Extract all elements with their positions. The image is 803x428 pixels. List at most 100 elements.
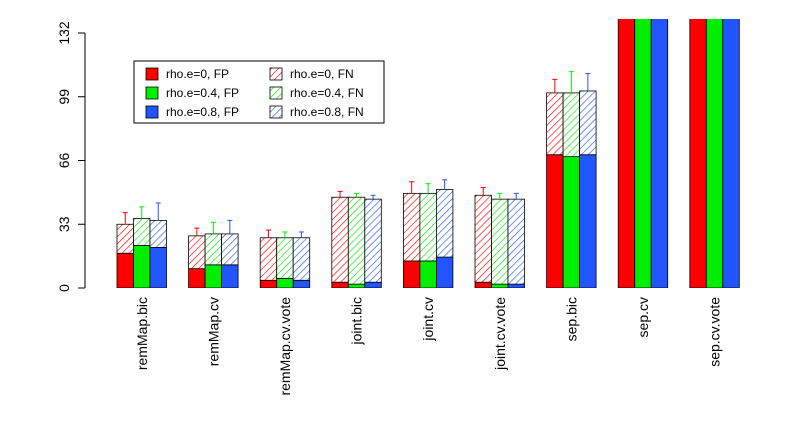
bar-fp-remMap.bic-rho.e=0.8 (149, 247, 167, 288)
x-tick-label: sep.cv (635, 297, 651, 337)
bar-fp-sep.bic-rho.e=0 (546, 154, 564, 288)
bar-fn-joint.cv-rho.e=0.4 (419, 192, 437, 262)
bar-fn-sep.bic-rho.e=0 (546, 92, 564, 156)
bar-fn-joint.cv-rho.e=0 (402, 192, 421, 262)
errorbar-sep.bic-rho.e=0.8 (585, 73, 591, 91)
bar-fn-remMap.cv.vote-rho.e=0.8 (292, 237, 311, 281)
bar-fp-remMap.bic-rho.e=0.4 (133, 245, 151, 288)
bar-fn-remMap.cv.vote-rho.e=0.4 (276, 237, 294, 279)
bar-fp-joint.cv-rho.e=0.8 (435, 256, 454, 288)
errorbar-remMap.cv-rho.e=0.8 (227, 219, 233, 234)
legend-swatch (145, 67, 159, 81)
errorbar-joint.bic-rho.e=0 (337, 190, 343, 198)
errorbar-joint.cv.vote-rho.e=0 (480, 187, 486, 196)
errorbar-joint.bic-rho.e=0.4 (354, 192, 360, 198)
bar-fp-remMap.cv-rho.e=0 (188, 268, 206, 288)
bar-fp-remMap.cv-rho.e=0.8 (221, 264, 239, 288)
legend-box (133, 60, 385, 124)
legend-swatch (269, 105, 283, 119)
errorbar-joint.cv.vote-rho.e=0.4 (497, 192, 503, 200)
errorbar-sep.bic-rho.e=0 (552, 78, 558, 93)
bar-fp-sep.bic-rho.e=0.4 (562, 156, 580, 288)
x-axis: remMap.bic remMap.cv remMap.cv.vote joint.b… (134, 297, 723, 396)
errorbar-joint.cv-rho.e=0 (409, 181, 415, 194)
bar-fp-joint.cv.vote-rho.e=0.4 (491, 283, 509, 288)
bar-fp-sep.cv.vote-rho.e=0 (689, 19, 707, 288)
errorbar-remMap.cv.vote-rho.e=0 (265, 229, 271, 238)
bar-fp-remMap.cv.vote-rho.e=0.4 (276, 277, 294, 288)
bar-fp-joint.cv-rho.e=0.4 (419, 260, 437, 288)
legend-swatch (145, 86, 159, 100)
errorbar-joint.cv-rho.e=0.8 (442, 179, 448, 190)
bar-fp-remMap.bic-rho.e=0 (116, 252, 134, 288)
bar-fn-joint.cv-rho.e=0.8 (435, 189, 454, 258)
errorbar-remMap.bic-rho.e=0.8 (155, 202, 161, 221)
legend-swatch (269, 67, 283, 81)
legend-label: rho.e=0.4, FP (166, 86, 239, 100)
errorbar-remMap.bic-rho.e=0.4 (139, 206, 145, 219)
y-tick-label: 66 (56, 153, 72, 169)
bar-fp-remMap.cv.vote-rho.e=0.8 (292, 279, 311, 288)
bar-fn-sep.bic-rho.e=0.4 (562, 92, 580, 158)
y-tick-label: 33 (56, 216, 72, 232)
bar-fn-remMap.bic-rho.e=0.8 (149, 219, 167, 248)
bar-fn-remMap.cv.vote-rho.e=0 (259, 237, 278, 281)
bar-fn-remMap.cv-rho.e=0 (188, 235, 206, 270)
errorbar-joint.bic-rho.e=0.8 (370, 194, 376, 200)
bar-fp-remMap.cv-rho.e=0.4 (204, 264, 223, 288)
errorbar-remMap.bic-rho.e=0 (122, 212, 128, 225)
bar-fp-joint.bic-rho.e=0 (331, 281, 349, 288)
x-tick-label: joint.cv.vote (492, 297, 508, 371)
bar-fp-joint.cv.vote-rho.e=0 (474, 281, 492, 288)
bars-layer (116, 19, 740, 288)
legend-label: rho.e=0, FP (166, 67, 229, 81)
bar-fn-joint.bic-rho.e=0.8 (364, 198, 382, 283)
x-tick-label: sep.cv.vote (707, 297, 723, 367)
bar-fn-remMap.cv-rho.e=0.4 (204, 233, 223, 266)
bar-fp-sep.cv-rho.e=0.8 (650, 19, 669, 288)
bar-fn-sep.bic-rho.e=0.8 (579, 90, 597, 156)
x-tick-label: joint.bic (349, 297, 365, 345)
bar-fp-sep.cv.vote-rho.e=0.8 (722, 19, 740, 288)
bar-fp-sep.cv-rho.e=0.4 (634, 19, 652, 288)
errorbar-joint.cv-rho.e=0.4 (425, 183, 431, 194)
bar-fp-sep.cv-rho.e=0 (617, 19, 636, 288)
x-tick-label: sep.bic (563, 297, 579, 341)
bar-fp-sep.bic-rho.e=0.8 (579, 154, 597, 288)
y-axis: 0 33 66 99 132 (56, 21, 86, 292)
bar-fn-joint.cv.vote-rho.e=0.8 (507, 198, 525, 285)
bar-fn-joint.cv.vote-rho.e=0 (474, 194, 492, 283)
legend-label: rho.e=0.8, FN (290, 105, 364, 119)
y-tick-label: 132 (56, 21, 72, 45)
y-tick-label: 0 (56, 284, 72, 292)
errorbar-sep.bic-rho.e=0.4 (568, 71, 574, 93)
bar-fn-joint.bic-rho.e=0 (331, 196, 349, 283)
errorbar-remMap.cv-rho.e=0.4 (210, 221, 216, 234)
bar-fp-sep.cv.vote-rho.e=0.4 (705, 19, 724, 288)
x-tick-label: remMap.bic (134, 297, 150, 370)
bar-fp-remMap.cv.vote-rho.e=0 (259, 279, 278, 288)
legend-swatch (269, 86, 283, 100)
errorbar-joint.cv.vote-rho.e=0.8 (513, 192, 519, 200)
x-tick-label: remMap.cv.vote (277, 297, 293, 396)
legend-label: rho.e=0.8, FP (166, 105, 239, 119)
bar-fn-joint.bic-rho.e=0.4 (347, 196, 366, 285)
x-tick-label: remMap.cv (205, 297, 221, 366)
errorbar-remMap.cv.vote-rho.e=0.4 (282, 231, 288, 238)
bar-fn-joint.cv.vote-rho.e=0.4 (491, 198, 509, 285)
x-tick-label: joint.cv (420, 297, 436, 342)
bar-fn-remMap.bic-rho.e=0.4 (133, 218, 151, 246)
bar-fp-joint.bic-rho.e=0.4 (347, 283, 366, 288)
bar-fn-remMap.cv-rho.e=0.8 (221, 233, 239, 266)
y-tick-label: 99 (56, 89, 72, 105)
error-bars-layer (122, 71, 591, 238)
errorbar-remMap.cv-rho.e=0 (194, 227, 200, 236)
legend: rho.e=0, FP rho.e=0.4, FP rho.e=0.8, FP rho… (133, 60, 385, 124)
bar-fp-joint.bic-rho.e=0.8 (364, 281, 382, 288)
bar-fp-joint.cv-rho.e=0 (402, 260, 421, 288)
legend-label: rho.e=0, FN (290, 67, 354, 81)
legend-swatch (145, 105, 159, 119)
legend-label: rho.e=0.4, FN (290, 86, 364, 100)
errorbar-remMap.cv.vote-rho.e=0.8 (298, 231, 304, 238)
